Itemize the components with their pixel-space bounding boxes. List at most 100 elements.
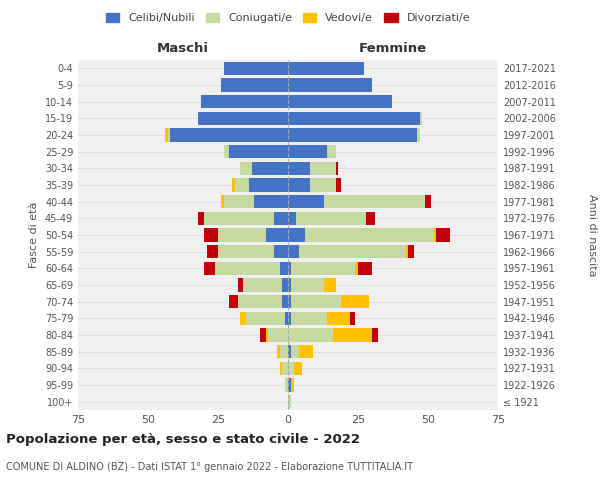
Bar <box>291 295 341 308</box>
Bar <box>204 262 215 275</box>
Bar <box>305 228 434 241</box>
Bar <box>335 162 338 175</box>
Bar <box>327 312 350 325</box>
Bar <box>218 228 266 241</box>
Bar <box>288 362 293 375</box>
Bar <box>291 312 327 325</box>
Bar <box>325 195 425 208</box>
Bar <box>199 112 288 125</box>
Bar <box>283 295 288 308</box>
Bar <box>199 212 204 225</box>
Bar <box>325 278 335 291</box>
Bar <box>283 278 288 291</box>
Bar <box>367 212 375 225</box>
Text: Femmine: Femmine <box>359 42 427 55</box>
Bar <box>288 62 364 75</box>
Bar <box>204 228 218 241</box>
Bar <box>288 278 291 291</box>
Bar <box>201 95 288 108</box>
Bar <box>283 362 288 375</box>
Bar <box>260 328 266 342</box>
Bar <box>241 312 246 325</box>
Bar <box>296 212 367 225</box>
Bar <box>229 145 288 158</box>
Bar <box>266 228 288 241</box>
Bar <box>224 145 229 158</box>
Bar <box>288 145 327 158</box>
Bar <box>436 228 451 241</box>
Bar <box>221 195 224 208</box>
Bar <box>291 345 299 358</box>
Bar <box>288 162 310 175</box>
Bar <box>288 312 291 325</box>
Bar <box>291 378 293 392</box>
Bar <box>310 162 335 175</box>
Bar <box>293 362 302 375</box>
Bar <box>204 212 274 225</box>
Bar <box>224 195 254 208</box>
Bar <box>335 178 341 192</box>
Legend: Celibi/Nubili, Coniugati/e, Vedovi/e, Divorziati/e: Celibi/Nubili, Coniugati/e, Vedovi/e, Di… <box>101 8 475 28</box>
Bar <box>268 328 288 342</box>
Bar <box>417 128 419 141</box>
Bar <box>288 195 325 208</box>
Bar <box>232 178 235 192</box>
Bar <box>288 395 291 408</box>
Bar <box>215 262 280 275</box>
Bar <box>235 178 249 192</box>
Bar <box>372 328 377 342</box>
Text: Anni di nascita: Anni di nascita <box>587 194 597 276</box>
Bar <box>288 112 419 125</box>
Bar <box>288 328 333 342</box>
Bar <box>288 228 305 241</box>
Bar <box>254 195 288 208</box>
Bar <box>288 78 372 92</box>
Bar <box>251 162 288 175</box>
Bar <box>285 378 288 392</box>
Y-axis label: Fasce di età: Fasce di età <box>29 202 39 268</box>
Bar <box>280 262 288 275</box>
Bar <box>288 378 291 392</box>
Bar <box>288 212 296 225</box>
Bar <box>291 278 325 291</box>
Bar <box>288 345 291 358</box>
Bar <box>165 128 167 141</box>
Bar <box>238 278 243 291</box>
Bar <box>207 245 218 258</box>
Bar <box>221 78 288 92</box>
Bar <box>350 312 355 325</box>
Text: COMUNE DI ALDINO (BZ) - Dati ISTAT 1° gennaio 2022 - Elaborazione TUTTITALIA.IT: COMUNE DI ALDINO (BZ) - Dati ISTAT 1° ge… <box>6 462 413 472</box>
Bar <box>288 128 417 141</box>
Bar <box>299 345 313 358</box>
Bar <box>434 228 436 241</box>
Bar <box>243 278 283 291</box>
Bar <box>285 312 288 325</box>
Bar <box>277 345 280 358</box>
Bar <box>355 262 358 275</box>
Bar <box>409 245 414 258</box>
Bar <box>288 295 291 308</box>
Bar <box>274 212 288 225</box>
Bar <box>333 328 372 342</box>
Bar <box>419 112 422 125</box>
Bar <box>246 312 285 325</box>
Bar <box>238 295 283 308</box>
Bar <box>229 295 238 308</box>
Bar <box>291 262 355 275</box>
Bar <box>274 245 288 258</box>
Bar <box>218 245 274 258</box>
Bar <box>280 345 288 358</box>
Bar <box>288 178 310 192</box>
Bar <box>288 245 299 258</box>
Bar <box>288 95 392 108</box>
Bar <box>341 295 369 308</box>
Bar <box>266 328 268 342</box>
Bar <box>170 128 288 141</box>
Bar <box>224 62 288 75</box>
Text: Popolazione per età, sesso e stato civile - 2022: Popolazione per età, sesso e stato civil… <box>6 432 360 446</box>
Bar <box>310 178 335 192</box>
Bar <box>425 195 431 208</box>
Bar <box>241 162 251 175</box>
Bar <box>167 128 170 141</box>
Bar <box>249 178 288 192</box>
